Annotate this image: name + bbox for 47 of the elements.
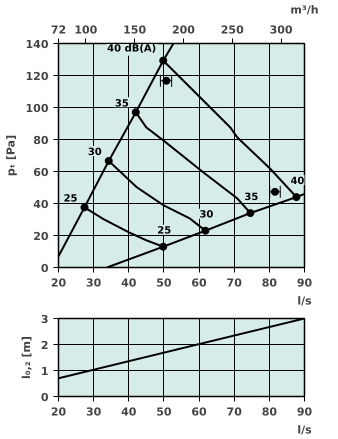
x-tick-label: 30 <box>86 406 102 418</box>
x2-tick-label: 150 <box>123 24 146 36</box>
annotation: 30 <box>88 146 102 158</box>
y-axis-title: l₀,₂ [m] <box>20 336 33 379</box>
annotation: 25 <box>157 226 172 237</box>
x-axis-title: l/s <box>297 294 312 308</box>
y-tick-label: 120 <box>26 70 49 83</box>
y-tick-label: 3 <box>40 313 48 326</box>
x-tick-label: 60 <box>191 406 208 418</box>
y-tick-label: 0 <box>40 391 49 404</box>
x2-tick-label: 200 <box>172 24 196 36</box>
y-tick-label: 0 <box>40 262 49 275</box>
y-tick-label: 2 <box>40 339 48 352</box>
x-tick-label: 40 <box>121 406 137 418</box>
x-tick-label: 70 <box>226 406 242 418</box>
x-tick-label: 70 <box>226 276 242 290</box>
x-tick-label: 20 <box>50 276 66 290</box>
x-tick-label: 50 <box>156 406 172 418</box>
x-tick-label: 40 <box>121 276 137 290</box>
annotation: 35 <box>114 98 129 110</box>
annotation: 40 dB(A) <box>107 44 156 55</box>
y-tick-label: 1 <box>40 365 48 378</box>
x2-tick-label: 250 <box>220 24 244 36</box>
x-tick-label: 80 <box>262 406 278 418</box>
x-tick-label: 90 <box>296 406 312 418</box>
x2-tick-label: 72 <box>50 24 66 36</box>
annotation: 30 <box>199 210 214 221</box>
y-tick-label: 60 <box>33 166 49 179</box>
y-tick-label: 140 <box>26 38 49 51</box>
x-tick-label: 30 <box>86 276 102 290</box>
x-tick-label: 80 <box>262 276 278 290</box>
y-axis-title: pₜ [Pa] <box>4 134 18 176</box>
x2-axis-title: m³/h <box>290 4 319 16</box>
x-axis-title: l/s <box>297 424 312 436</box>
x2-tick-label: 100 <box>74 24 98 36</box>
annotation: 40 <box>290 176 304 188</box>
x-tick-label: 20 <box>50 406 66 418</box>
x2-tick-label: 300 <box>270 24 293 36</box>
x-tick-label: 50 <box>156 276 172 290</box>
x-tick-label: 90 <box>296 276 312 290</box>
annotation: 35 <box>244 192 258 204</box>
x-tick-label: 60 <box>191 276 208 290</box>
y-tick-label: 20 <box>33 230 49 243</box>
y-tick-label: 100 <box>26 102 49 115</box>
y-tick-label: 80 <box>33 134 49 147</box>
annotation: 25 <box>64 193 78 204</box>
y-tick-label: 40 <box>33 198 49 211</box>
